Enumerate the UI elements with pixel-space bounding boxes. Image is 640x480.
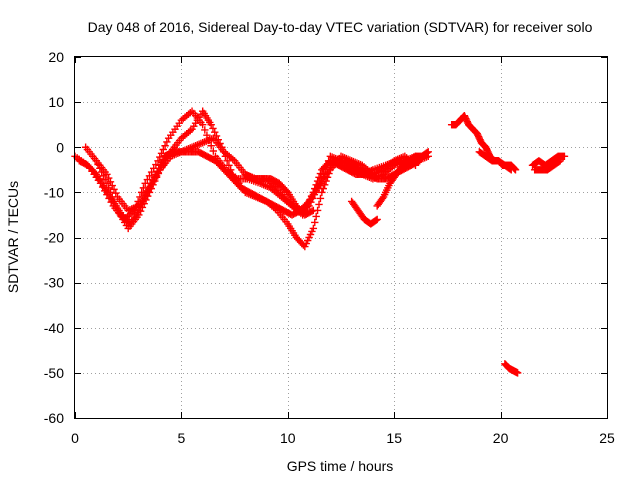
y-tick-label: 10 xyxy=(48,94,64,110)
data-point xyxy=(157,149,166,157)
data-points xyxy=(71,107,569,377)
series-track-l xyxy=(530,157,564,174)
y-tick-label: -20 xyxy=(44,230,64,246)
series-track-g xyxy=(373,148,432,210)
y-tick-label: 0 xyxy=(56,139,64,155)
data-point xyxy=(423,148,431,157)
x-tick-label: 0 xyxy=(71,430,79,446)
y-tick-label: -40 xyxy=(44,320,64,336)
series-track-f xyxy=(347,197,381,228)
data-point xyxy=(163,138,171,146)
data-point xyxy=(319,184,327,193)
data-point xyxy=(309,224,318,233)
data-point xyxy=(320,181,329,189)
data-point xyxy=(424,148,432,156)
data-point xyxy=(372,216,380,224)
y-tick-label: -30 xyxy=(44,275,64,291)
x-tick-label: 20 xyxy=(493,430,509,446)
plot-frame xyxy=(74,56,608,419)
data-point xyxy=(312,212,320,221)
data-point xyxy=(207,120,215,129)
data-point xyxy=(104,174,113,182)
y-tick-label: -60 xyxy=(44,410,64,426)
series-track-j xyxy=(501,360,522,377)
data-point xyxy=(159,145,168,154)
data-point xyxy=(373,215,381,224)
data-point xyxy=(209,147,218,155)
data-point xyxy=(316,194,325,203)
chart-title: Day 048 of 2016, Sidereal Day-to-day VTE… xyxy=(88,19,593,35)
series-track-i xyxy=(475,148,515,174)
data-point xyxy=(147,168,156,176)
x-tick-label: 25 xyxy=(599,430,615,446)
data-point xyxy=(556,157,564,165)
x-tick-label: 15 xyxy=(386,430,402,446)
data-point xyxy=(316,169,325,178)
data-point xyxy=(555,157,563,166)
data-point xyxy=(318,188,326,197)
series-track-e xyxy=(241,170,318,219)
data-point xyxy=(152,160,160,169)
data-point xyxy=(143,175,152,184)
data-point xyxy=(112,189,120,197)
data-point xyxy=(226,166,235,174)
data-point xyxy=(315,200,323,209)
data-point xyxy=(207,142,215,150)
data-point xyxy=(513,369,522,377)
data-point xyxy=(201,126,209,134)
x-tick-label: 5 xyxy=(178,430,186,446)
data-point xyxy=(507,166,515,174)
data-point xyxy=(139,184,148,192)
x-tick-label: 10 xyxy=(280,430,296,446)
data-point xyxy=(106,178,115,186)
data-point xyxy=(108,181,116,190)
data-point xyxy=(141,179,149,188)
data-point xyxy=(161,142,169,150)
series-track-d xyxy=(75,148,424,228)
y-axis-label: SDTVAR / TECUs xyxy=(5,181,21,293)
y-tick-label: -50 xyxy=(44,365,64,381)
data-point xyxy=(203,131,211,139)
y-tick-label: -10 xyxy=(44,184,64,200)
data-point xyxy=(506,165,514,173)
data-point xyxy=(103,170,111,179)
x-axis-label: GPS time / hours xyxy=(287,458,394,474)
data-point xyxy=(209,124,217,133)
data-point xyxy=(309,206,318,215)
data-point xyxy=(560,152,569,160)
data-point xyxy=(311,218,319,227)
data-point xyxy=(225,161,233,169)
data-point xyxy=(198,120,207,129)
data-point xyxy=(223,157,231,165)
y-tick-label: 20 xyxy=(48,49,64,65)
data-point xyxy=(324,157,333,165)
data-point xyxy=(145,172,154,180)
data-point xyxy=(110,185,118,194)
data-point xyxy=(211,128,219,136)
